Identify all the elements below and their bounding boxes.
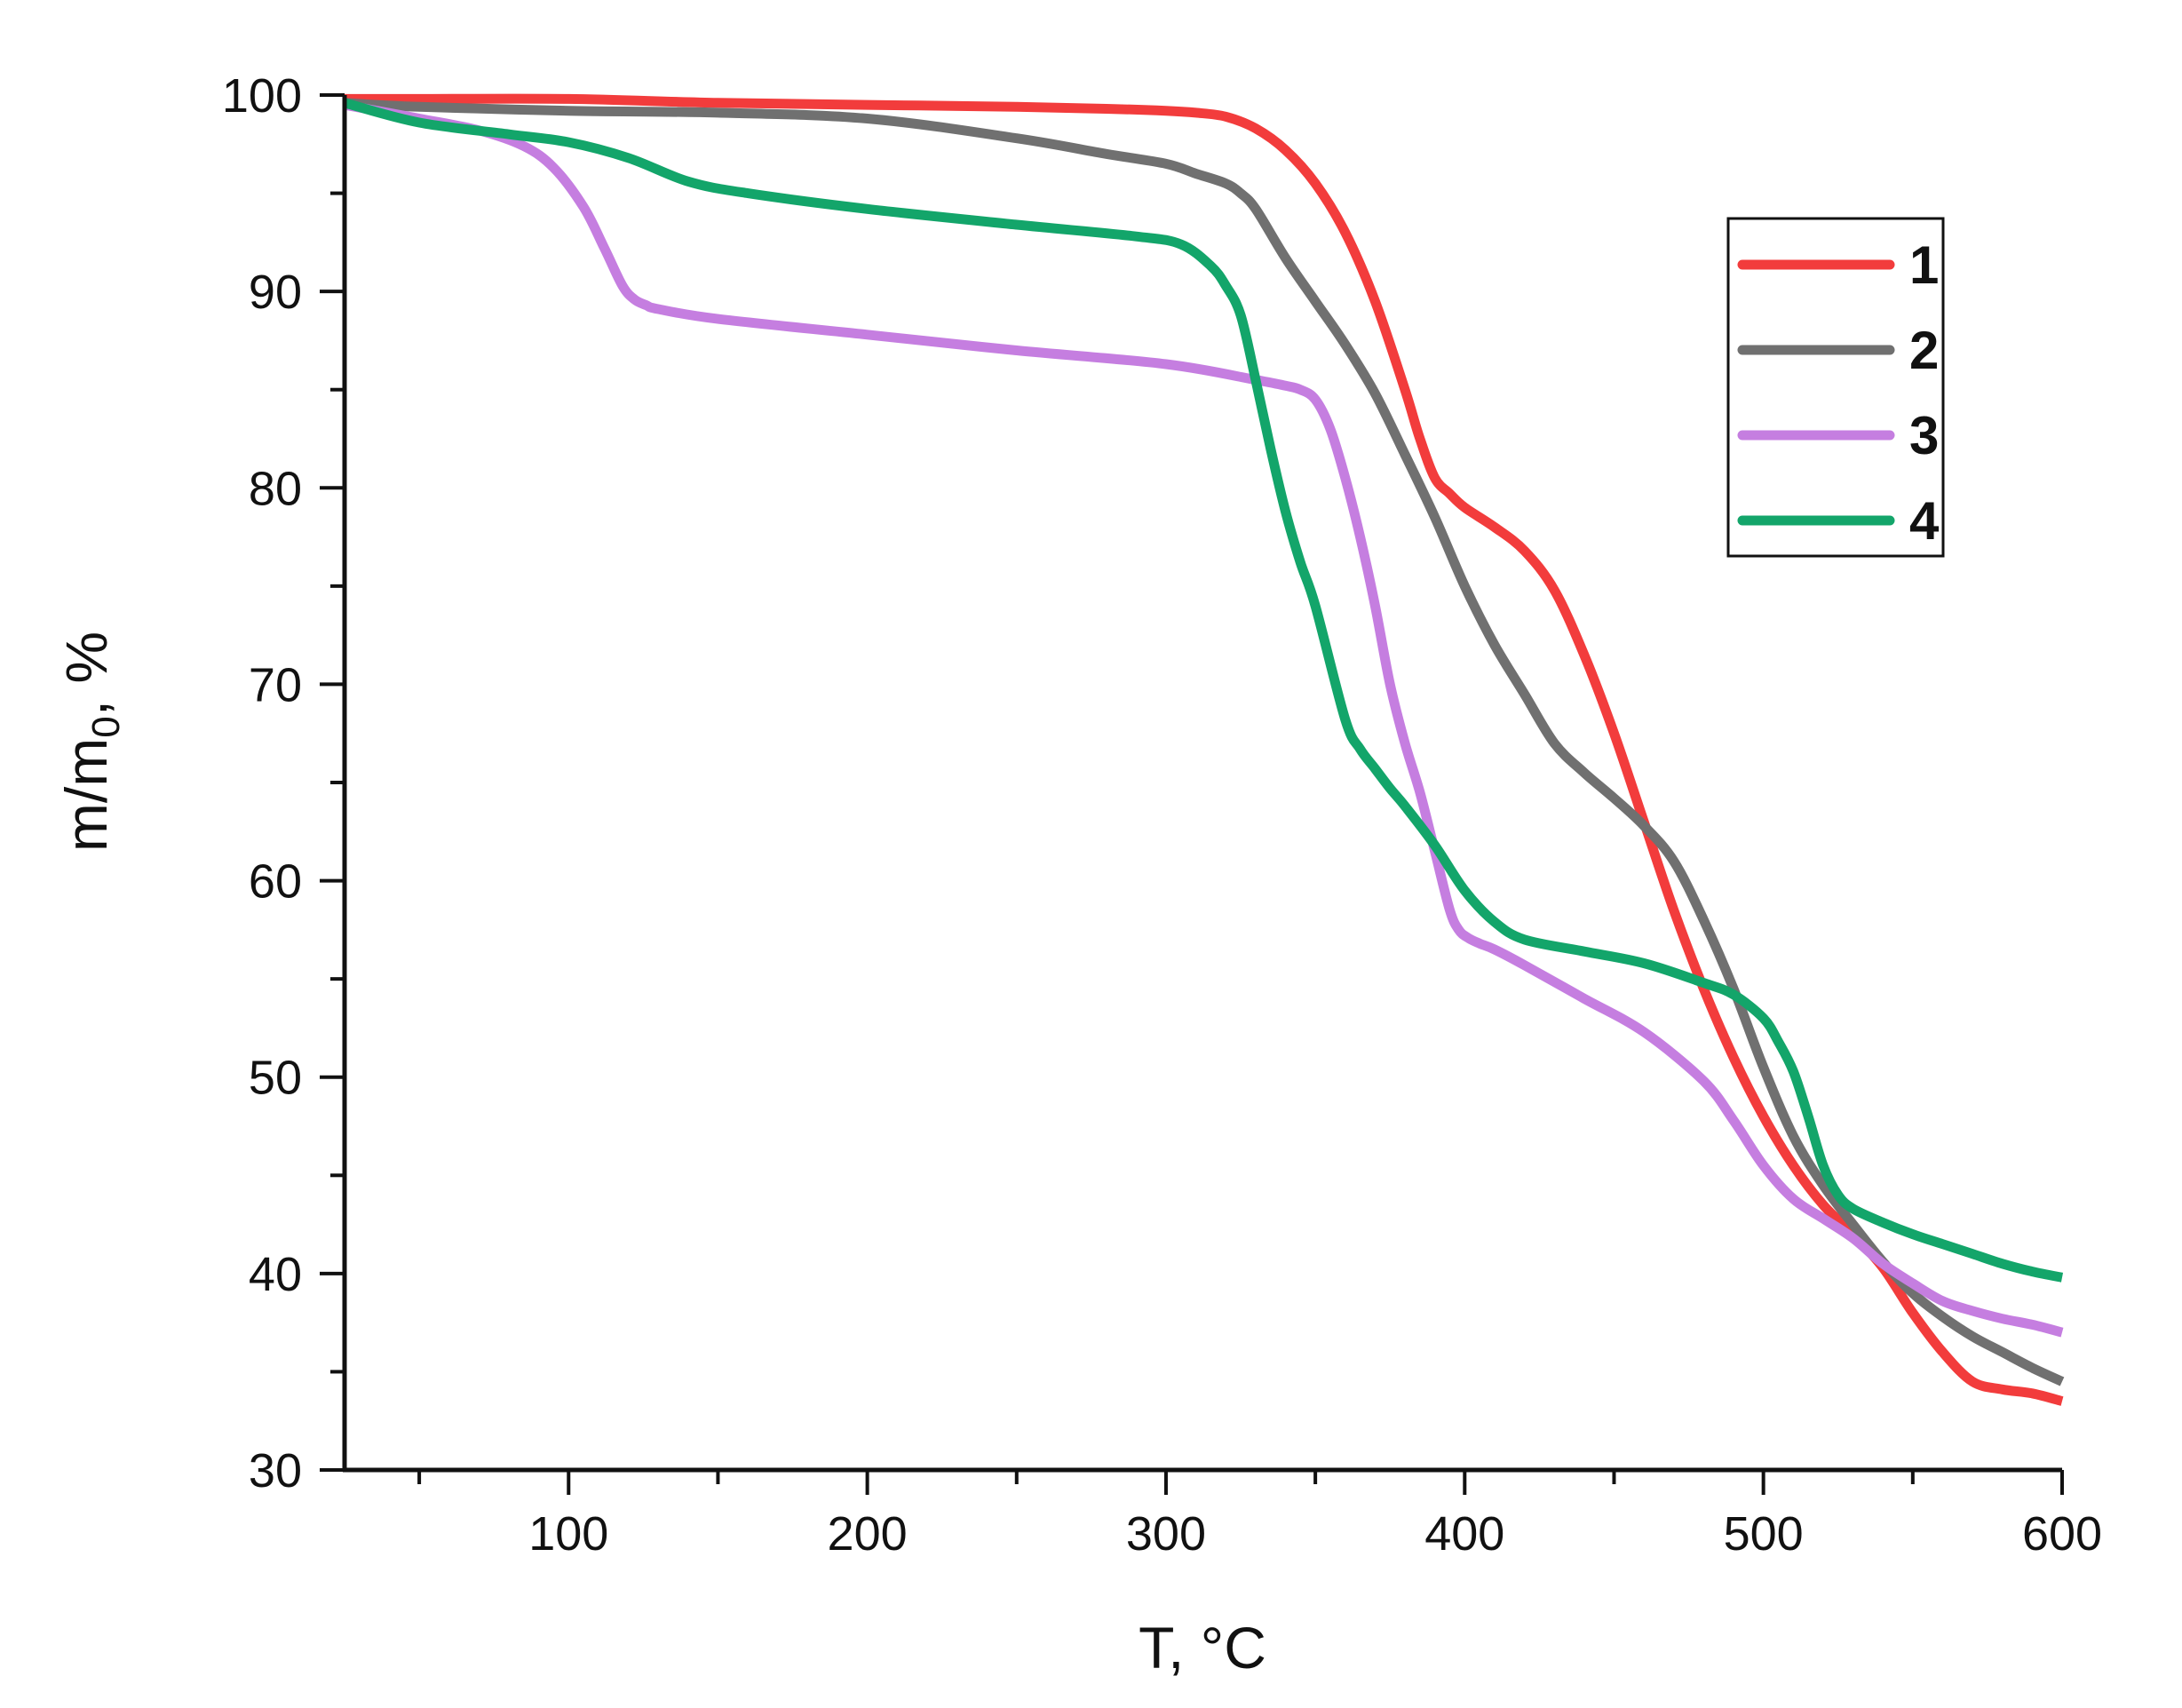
axes: [342, 95, 2062, 1473]
x-tick-label: 600: [2022, 1507, 2102, 1561]
x-axis-title: T, °C: [1139, 1615, 1266, 1680]
x-tick-label: 100: [528, 1507, 608, 1561]
legend-box: [1726, 217, 1945, 558]
y-tick-label: 40: [249, 1248, 302, 1301]
y-tick-label: 50: [249, 1052, 302, 1105]
x-tick-label: 300: [1126, 1507, 1206, 1561]
y-tick-label: 100: [222, 69, 302, 123]
legend-label-3: 3: [1909, 406, 1939, 465]
x-tick-label: 500: [1724, 1507, 1804, 1561]
y-axis-title-main: m/m: [53, 738, 119, 852]
series-line-2: [344, 98, 2065, 1386]
y-tick-label: 70: [249, 658, 302, 711]
series-layer: [343, 93, 2065, 1406]
x-tick-label: 200: [828, 1507, 908, 1561]
legend-label-2: 2: [1909, 321, 1939, 380]
y-tick-label: 60: [249, 855, 302, 909]
legend-label-1: 1: [1909, 235, 1939, 295]
legend: 1 2 3 4: [1726, 217, 1945, 558]
series-line-4: [343, 98, 2064, 1283]
y-axis-title: m/m0, %: [53, 632, 128, 852]
y-axis-title-tail: , %: [53, 632, 119, 716]
series-line-1: [345, 93, 2064, 1406]
series-line-3: [344, 99, 2064, 1338]
y-axis-title-subscript: 0: [84, 716, 128, 737]
x-tick-label: 400: [1424, 1507, 1504, 1561]
axis-ticks: [320, 93, 2064, 1495]
y-tick-label: 90: [249, 266, 302, 319]
y-tick-label: 80: [249, 462, 302, 515]
tick-labels: 100 200 300 400 500 600 30 40 50 60 70 80 90 100: [222, 69, 2102, 1561]
y-tick-label: 30: [249, 1444, 302, 1497]
legend-label-4: 4: [1909, 491, 1940, 551]
